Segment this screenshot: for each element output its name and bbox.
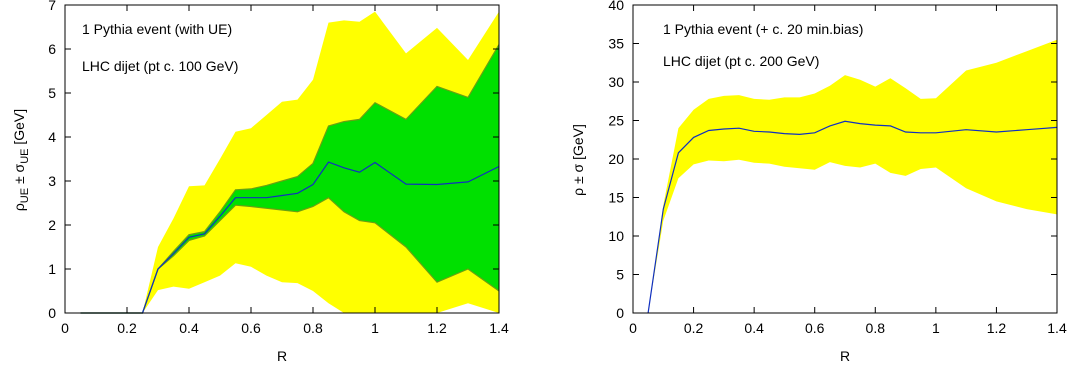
right-annotation-2: LHC dijet (pt c. 200 GeV) [663, 53, 819, 69]
left-y-sigma: σ [11, 163, 27, 172]
right-y-axis-label: ρ ± σ [GeV] [570, 124, 586, 196]
left-x-tick-label: 1.2 [427, 320, 447, 336]
right-y-rho: ρ [570, 188, 586, 196]
left-panel: 0 0.2 0.4 0.6 0.8 1 1.2 1.4 0 1 2 3 4 5 6 7 1 Pythia ev… [11, 0, 509, 364]
right-y-tick-label: 0 [616, 305, 624, 321]
left-x-tick-label: 1 [371, 320, 379, 336]
left-y-tick-label: 4 [48, 129, 56, 145]
left-y-sigma-sub: UE [19, 149, 31, 164]
left-y-tick-label: 7 [48, 0, 56, 13]
right-axis-ticks: 0 0.2 0.4 0.6 0.8 1 1.2 1.4 0 5 10 15 20 25 30 35 40 [608, 0, 1067, 336]
left-axis-ticks: 0 0.2 0.4 0.6 0.8 1 1.2 1.4 0 1 2 3 4 5 6 7 [48, 0, 509, 336]
right-y-pm: ± [570, 172, 586, 187]
right-x-tick-label: 1.2 [987, 320, 1007, 336]
left-x-tick-label: 0 [61, 320, 69, 336]
right-plot-lines [647, 120, 1058, 314]
left-x-tick-label: 0.8 [303, 320, 323, 336]
left-y-unit: [GeV] [11, 109, 27, 149]
left-y-axis-label: ρUE ± σUE [GeV] [11, 109, 31, 211]
right-x-tick-label: 0.2 [684, 320, 704, 336]
left-y-tick-label: 3 [48, 173, 56, 189]
right-y-tick-label: 30 [608, 74, 624, 90]
right-y-tick-label: 10 [608, 228, 624, 244]
left-y-rho-sub: UE [19, 188, 31, 203]
right-x-tick-label: 0 [629, 320, 637, 336]
left-x-axis-label: R [277, 348, 287, 364]
left-y-tick-label: 2 [48, 217, 56, 233]
right-central-line [647, 120, 1058, 314]
left-annotation-1: 1 Pythia event (with UE) [82, 21, 232, 37]
right-plot-bands [648, 39, 1057, 313]
left-y-pm: ± [11, 172, 27, 187]
left-x-tick-label: 0.6 [241, 320, 261, 336]
left-y-tick-label: 0 [48, 305, 56, 321]
right-x-tick-label: 0.6 [805, 320, 825, 336]
right-x-tick-label: 1.4 [1047, 320, 1067, 336]
right-y-tick-label: 20 [608, 151, 624, 167]
left-inner-band [80, 44, 499, 313]
right-x-tick-label: 0.4 [744, 320, 764, 336]
left-y-tick-label: 5 [48, 85, 56, 101]
left-y-tick-label: 1 [48, 261, 56, 277]
right-y-tick-label: 35 [608, 36, 624, 52]
left-x-tick-label: 1.4 [489, 320, 509, 336]
right-panel: 0 0.2 0.4 0.6 0.8 1 1.2 1.4 0 5 10 15 20 25 30 35 40 1 P… [570, 0, 1067, 364]
right-y-sigma: σ [570, 163, 586, 172]
left-x-tick-label: 0.2 [117, 320, 137, 336]
right-x-tick-label: 1 [932, 320, 940, 336]
right-y-tick-label: 5 [616, 267, 624, 283]
right-y-tick-label: 25 [608, 113, 624, 129]
right-y-tick-label: 15 [608, 190, 624, 206]
right-annotation-1: 1 Pythia event (+ c. 20 min.bias) [663, 21, 863, 37]
right-y-unit: [GeV] [570, 124, 586, 164]
left-y-tick-label: 6 [48, 41, 56, 57]
left-x-tick-label: 0.4 [179, 320, 199, 336]
left-y-rho: ρ [11, 203, 27, 211]
left-plot-frame [64, 4, 500, 314]
left-plot-bands [80, 11, 499, 313]
right-outer-band [648, 39, 1057, 313]
right-y-tick-label: 40 [608, 0, 624, 13]
right-x-axis-label: R [840, 348, 850, 364]
left-annotation-2: LHC dijet (pt c. 100 GeV) [82, 58, 238, 74]
right-x-tick-label: 0.8 [866, 320, 886, 336]
